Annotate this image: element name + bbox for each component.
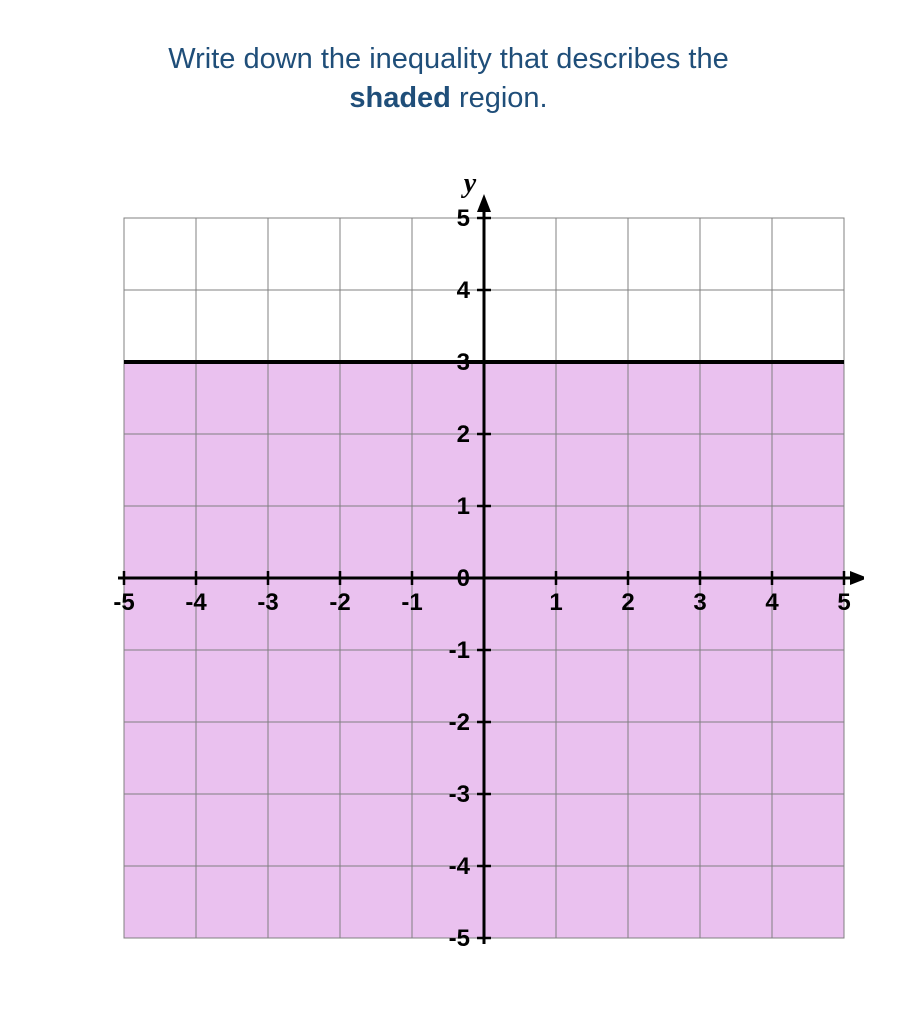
- y-tick-label: -5: [448, 925, 469, 952]
- y-tick-label: -1: [448, 637, 469, 664]
- y-tick-label: 0: [456, 565, 469, 592]
- prompt-bold: shaded: [349, 82, 451, 114]
- x-tick-label: 2: [621, 589, 634, 616]
- y-axis-arrow: [477, 194, 491, 212]
- y-tick-label: 5: [456, 205, 469, 232]
- x-tick-label: -3: [257, 589, 278, 616]
- y-axis-label: y: [460, 168, 476, 199]
- y-tick-label: -3: [448, 781, 469, 808]
- y-tick-label: -2: [448, 709, 469, 736]
- x-tick-label: 3: [693, 589, 706, 616]
- x-tick-label: 5: [837, 589, 850, 616]
- y-tick-label: 3: [456, 349, 469, 376]
- x-axis-arrow: [850, 571, 864, 585]
- prompt-text-2: region.: [451, 82, 548, 114]
- x-tick-label: 1: [549, 589, 562, 616]
- x-tick-label: 4: [765, 589, 779, 616]
- inequality-chart: -5-4-3-2-112345-5-4-3-2-1012345xy: [34, 158, 864, 978]
- y-tick-label: 4: [456, 277, 470, 304]
- prompt-text-1: Write down the inequality that describes…: [168, 43, 728, 75]
- y-tick-label: 1: [456, 493, 469, 520]
- x-tick-label: -2: [329, 589, 350, 616]
- question-prompt: Write down the inequality that describes…: [108, 40, 788, 118]
- x-tick-label: -5: [113, 589, 134, 616]
- x-tick-label: -4: [185, 589, 207, 616]
- y-tick-label: 2: [456, 421, 469, 448]
- x-tick-label: -1: [401, 589, 422, 616]
- y-tick-label: -4: [448, 853, 470, 880]
